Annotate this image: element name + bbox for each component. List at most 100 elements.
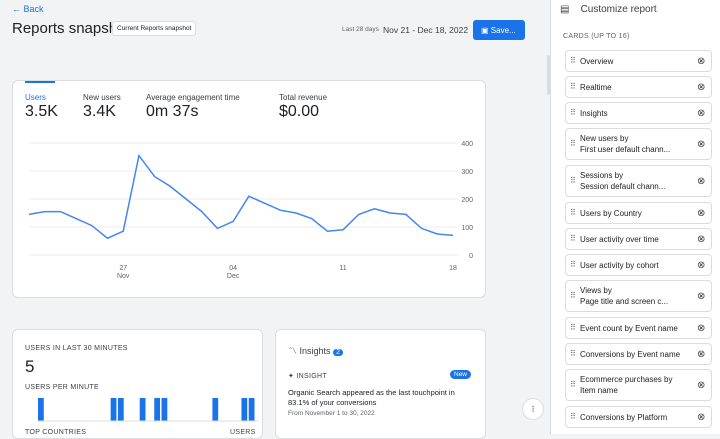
insight-text[interactable]: Organic Search appeared as the last touc… — [288, 388, 455, 407]
panel-title: Customize report — [580, 4, 657, 15]
date-range[interactable]: Nov 21 - Dec 18, 2022 — [383, 25, 469, 35]
metric-label: Average engagement time — [146, 93, 240, 102]
report-card[interactable]: ⠿ Event count by Event name ⊗ — [565, 317, 712, 339]
card-label: Item name — [580, 386, 618, 395]
minute-bar — [38, 398, 44, 421]
remove-icon[interactable]: ⊗ — [697, 208, 706, 219]
metric-value: 3.5K — [25, 103, 58, 120]
report-card[interactable]: ⠿ Realtime ⊗ — [565, 76, 712, 98]
insight-kind-text: INSIGHT — [296, 373, 327, 380]
drag-handle: ⠿ — [570, 260, 576, 269]
minute-bar — [161, 398, 168, 421]
per-minute-label: USERS PER MINUTE — [25, 384, 100, 391]
drag-handle: ⠿ — [570, 234, 576, 243]
drag-handle: ⠿ — [570, 349, 576, 358]
minute-bar — [139, 398, 146, 421]
back-link[interactable]: ← Back — [12, 4, 44, 14]
card-label: Event count by Event name — [580, 323, 678, 333]
insight-kind: ✦ INSIGHT — [288, 373, 327, 380]
report-card[interactable]: ⠿ Conversions by Event name ⊗ — [565, 343, 712, 365]
users-line — [28, 153, 454, 240]
card-label: Sessions by — [580, 171, 624, 180]
remove-icon[interactable]: ⊗ — [697, 380, 706, 391]
remove-icon[interactable]: ⊗ — [697, 291, 706, 302]
y-tick-label: 200 — [461, 197, 473, 204]
report-card[interactable]: ⠿ Ecommerce purchases by Item name ⊗ — [565, 369, 712, 401]
remove-icon[interactable]: ⊗ — [697, 176, 706, 187]
save-text[interactable]: Save... — [490, 26, 516, 35]
remove-icon[interactable]: ⊗ — [697, 234, 706, 245]
feedback-button[interactable]: ⁝ — [522, 398, 544, 420]
card-label: Realtime — [580, 82, 612, 92]
overview-card: Users 3.5K New users 3.4K Average engagement… — [12, 80, 486, 298]
drag-handle: ⠿ — [570, 291, 576, 300]
scrollbar[interactable] — [547, 55, 550, 95]
back-text[interactable]: Back — [23, 4, 44, 14]
x-tick-label: Nov — [117, 273, 130, 280]
page-title: Reports snapshot — [12, 20, 130, 37]
x-tick-label: 04 — [229, 265, 237, 272]
card-label: User activity by cohort — [580, 260, 659, 270]
minute-bar — [110, 398, 117, 421]
remove-icon[interactable]: ⊗ — [697, 139, 706, 150]
card-label: New users by — [580, 134, 629, 143]
card-label: User activity over time — [580, 234, 659, 244]
report-card[interactable]: ⠿ New users by First user default chann...… — [565, 128, 712, 160]
x-tick-label: 11 — [339, 265, 346, 272]
card-label: Conversions by Event name — [580, 349, 681, 359]
remove-icon[interactable]: ⊗ — [697, 323, 706, 334]
y-tick-label: 400 — [461, 141, 473, 148]
tab-indicator — [25, 81, 55, 83]
remove-icon[interactable]: ⊗ — [697, 56, 706, 67]
new-badge: New — [450, 370, 472, 379]
remove-icon[interactable]: ⊗ — [697, 82, 706, 93]
x-tick-label: Dec — [227, 273, 240, 280]
drag-handle: ⠿ — [570, 82, 576, 91]
x-tick-label: 27 — [119, 265, 127, 272]
minute-bar — [212, 398, 219, 421]
insight-date: From November 1 to 30, 2022 — [288, 410, 375, 417]
minute-bar — [241, 398, 248, 421]
drag-handle: ⠿ — [570, 108, 576, 117]
remove-icon[interactable]: ⊗ — [697, 260, 706, 271]
card-label: Overview — [580, 56, 614, 66]
card-label: Conversions by Platform — [580, 412, 668, 422]
realtime-title: USERS IN LAST 30 MINUTES — [25, 345, 128, 352]
insights-card: 〽 Insights 2 ✦ INSIGHT New Organic Searc… — [275, 329, 486, 439]
metric-label: Total revenue — [279, 93, 328, 102]
range-label: Last 28 days — [342, 26, 379, 33]
save-button[interactable]: ▣ Save... — [473, 20, 525, 40]
report-card[interactable]: ⠿ Overview ⊗ — [565, 50, 712, 72]
card-label: First user default chann... — [580, 145, 671, 154]
remove-icon[interactable]: ⊗ — [697, 108, 706, 119]
metric-value: 3.4K — [83, 103, 116, 120]
card-label: Session default chann... — [580, 182, 666, 191]
report-card[interactable]: ⠿ Conversions by Platform ⊗ — [565, 406, 712, 428]
drag-handle: ⠿ — [570, 176, 576, 185]
remove-icon[interactable]: ⊗ — [697, 412, 706, 423]
card-label: Page title and screen c... — [580, 297, 669, 306]
drag-handle: ⠿ — [570, 139, 576, 148]
realtime-card: USERS IN LAST 30 MINUTES 5 USERS PER MIN… — [12, 329, 263, 439]
countries-label: TOP COUNTRIES — [25, 429, 87, 436]
report-card[interactable]: ⠿ Insights ⊗ — [565, 102, 712, 124]
card-label: Views by — [580, 286, 612, 295]
minute-bar — [117, 398, 124, 421]
minute-bars — [38, 398, 258, 422]
y-tick-label: 100 — [461, 225, 473, 232]
insights-header: 〽 Insights 2 — [288, 344, 343, 357]
metric-label: Users — [25, 93, 46, 102]
report-card[interactable]: ⠿ User activity over time ⊗ — [565, 228, 712, 250]
report-card[interactable]: ⠿ Sessions by Session default chann... ⊗ — [565, 165, 712, 197]
y-tick-label: 300 — [461, 169, 473, 176]
drag-handle: ⠿ — [570, 412, 576, 421]
remove-icon[interactable]: ⊗ — [697, 349, 706, 360]
report-card[interactable]: ⠿ Views by Page title and screen c... ⊗ — [565, 280, 712, 312]
report-card[interactable]: ⠿ Users by Country ⊗ — [565, 202, 712, 224]
drag-handle: ⠿ — [570, 323, 576, 332]
report-card[interactable]: ⠿ User activity by cohort ⊗ — [565, 254, 712, 276]
metric-label: New users — [83, 93, 121, 102]
section-label: CARDS (UP TO 16) — [563, 33, 630, 40]
